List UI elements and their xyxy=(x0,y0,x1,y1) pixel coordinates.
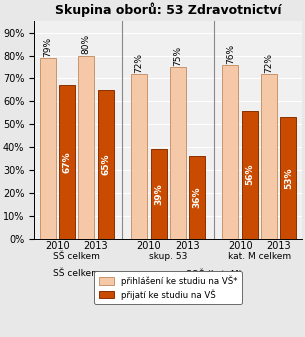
Bar xyxy=(59,85,75,239)
Text: 36%: 36% xyxy=(193,187,202,208)
Text: 75%: 75% xyxy=(173,46,182,66)
Text: 72%: 72% xyxy=(264,53,273,73)
Text: 76%: 76% xyxy=(226,43,235,64)
Bar xyxy=(280,117,296,239)
Bar xyxy=(78,56,94,239)
Bar xyxy=(98,90,114,239)
Text: 39%: 39% xyxy=(154,183,163,205)
Text: 65%: 65% xyxy=(101,154,110,175)
Text: 67%: 67% xyxy=(63,151,72,173)
Text: 53%: 53% xyxy=(284,167,293,189)
Text: SOŠ (kat. M): SOŠ (kat. M) xyxy=(186,269,242,279)
Text: 79%: 79% xyxy=(43,37,52,57)
Text: kat. M celkem: kat. M celkem xyxy=(228,252,291,261)
Legend: přihlášení ke studiu na VŠ*, přijatí ke studiu na VŠ: přihlášení ke studiu na VŠ*, přijatí ke … xyxy=(94,271,242,304)
Bar xyxy=(151,149,167,239)
Text: SŠ celkem: SŠ celkem xyxy=(53,269,100,278)
Bar xyxy=(222,65,239,239)
Text: 80%: 80% xyxy=(82,34,91,55)
Bar xyxy=(40,58,56,239)
Text: SŠ celkem: SŠ celkem xyxy=(53,252,100,261)
Text: 56%: 56% xyxy=(246,164,254,185)
Bar xyxy=(261,74,277,239)
Bar xyxy=(242,111,258,239)
Text: 72%: 72% xyxy=(135,53,144,73)
Text: skup. 53: skup. 53 xyxy=(149,252,187,261)
Bar xyxy=(170,67,186,239)
Bar xyxy=(189,156,205,239)
Title: Skupina oborů: 53 Zdravotnictví: Skupina oborů: 53 Zdravotnictví xyxy=(55,3,281,17)
Bar xyxy=(131,74,147,239)
